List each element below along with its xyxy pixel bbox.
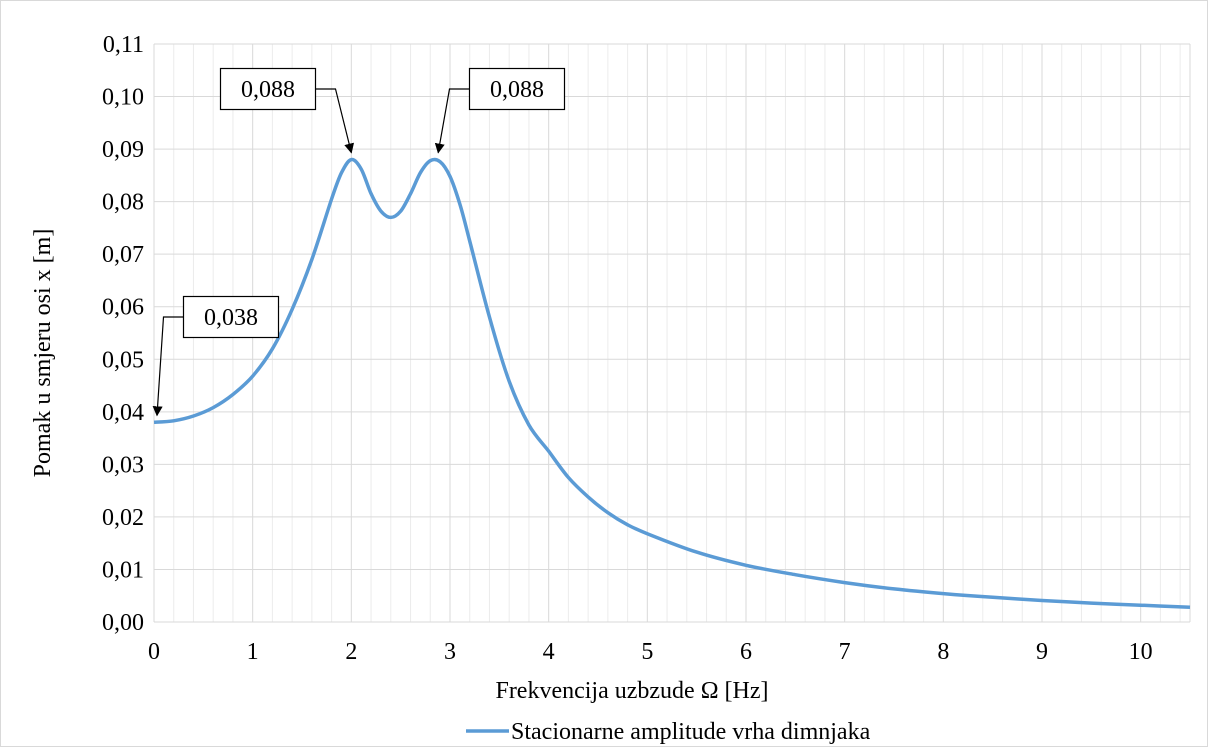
callout-leader	[315, 88, 355, 154]
y-tick-label: 0,09	[102, 137, 144, 163]
series-layer	[153, 157, 1191, 610]
x-tick-label: 9	[1036, 639, 1048, 665]
callout-leader	[434, 88, 470, 154]
annotation-layer: 0,038 0,088 0,088	[152, 67, 566, 417]
y-tick-label: 0,10	[102, 85, 144, 111]
legend-label: Stacionarne amplitude vrha dimnjaka	[511, 719, 871, 745]
data-callout: 0,088	[219, 67, 355, 154]
y-axis-title: Pomak u smjeru osi x [m]	[30, 229, 56, 478]
y-tick-label: 0,01	[102, 557, 144, 583]
x-tick-label: 5	[641, 639, 653, 665]
y-tick-label: 0,08	[102, 190, 144, 216]
x-tick-label: 8	[937, 639, 949, 665]
y-tick-label: 0,02	[102, 505, 144, 531]
series-line	[153, 157, 1191, 610]
x-axis-title: Frekvencija uzbzude Ω [Hz]	[495, 678, 768, 704]
y-tick-label: 0,06	[102, 295, 144, 321]
y-tick-label: 0,04	[102, 400, 144, 426]
x-tick-label: 3	[444, 639, 456, 665]
callout-label: 0,038	[204, 305, 258, 331]
callout-label: 0,088	[241, 77, 295, 103]
x-tick-label: 7	[839, 639, 851, 665]
x-axis-tick-labels: 0 1 2 3 4 5 6 7 8 9 10	[148, 639, 1153, 665]
y-tick-label: 0,05	[102, 347, 144, 373]
callout-label: 0,088	[490, 77, 544, 103]
x-tick-label: 1	[247, 639, 259, 665]
y-axis-tick-labels: 0,00 0,01 0,02 0,03 0,04 0,05 0,06 0,07 0,08 0,09…	[102, 32, 144, 636]
callout-leader	[152, 316, 184, 417]
callout-box	[182, 295, 280, 339]
y-tick-label: 0,03	[102, 452, 144, 478]
minor-gridlines	[173, 44, 1181, 622]
x-tick-label: 2	[345, 639, 357, 665]
data-callout: 0,038	[152, 295, 280, 417]
x-tick-label: 6	[740, 639, 752, 665]
callout-box	[468, 67, 566, 111]
callout-box	[219, 67, 317, 111]
y-tick-label: 0,00	[102, 610, 144, 636]
y-tick-label: 0,11	[103, 32, 144, 58]
x-tick-label: 4	[543, 639, 555, 665]
y-tick-label: 0,07	[102, 242, 144, 268]
x-tick-label: 10	[1129, 639, 1153, 665]
data-callout: 0,088	[434, 67, 566, 154]
x-tick-label: 0	[148, 639, 160, 665]
legend: Stacionarne amplitude vrha dimnjaka	[466, 719, 871, 745]
major-gridlines	[153, 43, 1191, 623]
